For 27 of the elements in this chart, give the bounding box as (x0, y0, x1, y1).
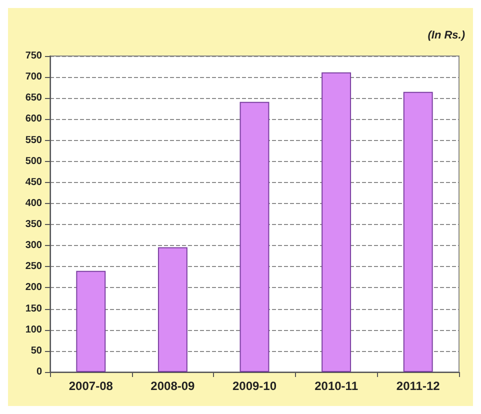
x-tick-label: 2008-09 (150, 379, 196, 393)
y-tick-label: 450 (25, 176, 42, 188)
y-tick-label: 350 (25, 219, 42, 230)
y-tick-label: 200 (25, 282, 42, 294)
x-tick-label: 2009-10 (232, 379, 277, 393)
y-tick-label: 600 (25, 114, 42, 125)
y-tick-label: 400 (25, 198, 42, 209)
y-tick-label: 300 (25, 240, 42, 252)
y-tick-label: 650 (25, 92, 42, 104)
x-tick-label: 2011-12 (396, 379, 440, 393)
bar (240, 102, 270, 372)
bar (403, 92, 433, 372)
y-tick-label: 500 (25, 156, 42, 167)
y-tick-label: 150 (25, 303, 42, 314)
x-tick-label: 2010-11 (314, 379, 358, 393)
y-axis-title: (In Rs.) (428, 30, 466, 42)
y-tick-label: 50 (30, 345, 42, 356)
y-tick-label: 750 (25, 50, 42, 62)
y-tick-label: 0 (36, 366, 42, 378)
y-tick-label: 250 (25, 261, 42, 272)
bar (76, 270, 106, 372)
y-tick-label: 100 (25, 324, 42, 336)
y-tick-label: 700 (25, 72, 42, 83)
bar (322, 72, 352, 372)
x-tick-label: 2007-08 (68, 379, 114, 393)
bar (158, 247, 188, 372)
y-tick-label: 550 (25, 134, 42, 146)
